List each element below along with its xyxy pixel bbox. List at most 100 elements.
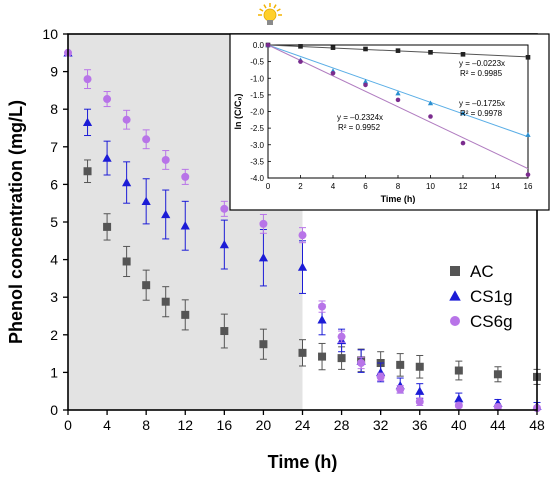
inset-x-tick-label: 6 (363, 182, 368, 191)
inset-data-point (362, 78, 369, 84)
bulb-ray (263, 4, 267, 9)
bulb-ray (259, 8, 264, 12)
data-point (454, 394, 464, 403)
legend-marker-cs6g (450, 316, 460, 326)
inset-data-point (265, 42, 271, 48)
x-tick-label: 20 (256, 417, 272, 433)
inset-y-tick-label: -3.5 (250, 157, 264, 166)
y-tick-label: 9 (50, 64, 58, 80)
y-tick-label: 1 (50, 364, 58, 380)
inset-series-cs6g (265, 42, 531, 177)
inset-data-point (428, 114, 433, 119)
data-point (161, 297, 170, 306)
inset-data-point (525, 172, 531, 177)
data-point (317, 315, 327, 324)
data-point (297, 262, 308, 271)
data-point (415, 362, 424, 371)
inset-x-tick-label: 16 (524, 182, 533, 191)
inset-data-point (395, 90, 401, 96)
y-tick-label: 7 (50, 139, 58, 155)
legend-label-ac: AC (470, 262, 494, 281)
bulb-ray (276, 8, 281, 12)
inset-x-tick-label: 4 (331, 182, 336, 191)
y-tick-label: 10 (42, 26, 58, 42)
y-tick-label: 8 (50, 101, 58, 117)
data-point (454, 366, 463, 375)
data-point (181, 310, 190, 319)
x-tick-label: 24 (295, 417, 311, 433)
inset-data-point (298, 44, 303, 49)
data-point (181, 172, 190, 181)
inset-data-point (525, 55, 531, 60)
data-point (141, 196, 151, 205)
y-tick-label: 4 (50, 252, 58, 268)
inset-y-axis-label: ln (C/C₀) (233, 93, 243, 129)
inset-y-tick-label: -2.5 (250, 124, 264, 133)
legend-label-cs1g: CS1g (470, 287, 513, 306)
inset-y-tick-label: -0.5 (250, 58, 264, 67)
inset-y-tick-label: -2.0 (250, 108, 264, 117)
inset-x-tick-label: 12 (459, 182, 468, 191)
x-axis-label: Time (h) (268, 452, 338, 472)
inset-data-point (330, 70, 336, 76)
inset-data-point (428, 50, 433, 55)
data-point (83, 75, 92, 84)
data-point (337, 332, 346, 341)
inset-data-point (298, 59, 303, 64)
legend-label-cs6g: CS6g (470, 312, 513, 331)
bulb-ray (273, 4, 277, 9)
x-tick-label: 0 (64, 417, 72, 433)
data-point (142, 281, 151, 290)
data-point (220, 327, 229, 336)
data-point (258, 253, 269, 262)
data-point (415, 386, 425, 395)
bulb-glass (263, 8, 277, 22)
x-tick-label: 8 (142, 417, 150, 433)
data-point (396, 385, 405, 394)
inset-data-point (427, 100, 434, 106)
data-point (219, 239, 229, 249)
x-tick-label: 28 (334, 417, 350, 433)
fit-equation-cs1g: y = –0.1725x (459, 99, 505, 108)
inset-data-point (363, 82, 368, 88)
x-tick-label: 44 (490, 417, 506, 433)
inset-y-tick-label: -1.0 (250, 74, 264, 83)
y-axis-label: Phenol concentration (mg/L) (6, 100, 26, 344)
inset-y-tick-label: -3.0 (250, 141, 264, 150)
data-point (337, 354, 346, 363)
inset-x-tick-label: 2 (298, 182, 303, 191)
inset-data-point (395, 97, 401, 103)
data-point (493, 402, 502, 411)
data-point (220, 204, 229, 213)
x-tick-label: 12 (177, 417, 193, 433)
data-point (180, 221, 190, 230)
inset-data-point (525, 132, 531, 137)
data-point (102, 153, 112, 162)
inset-x-tick-label: 0 (266, 182, 271, 191)
series-cs6g (64, 48, 541, 413)
data-point (318, 302, 327, 311)
data-point (161, 209, 171, 219)
inset-data-point (395, 48, 401, 53)
x-tick-label: 36 (412, 417, 428, 433)
inset-data-point (460, 140, 466, 146)
x-tick-label: 4 (103, 417, 111, 433)
fit-r2-cs6g: R² = 0.9952 (338, 123, 381, 132)
inset-y-tick-label: 0.0 (253, 41, 265, 50)
inset-box (229, 33, 550, 211)
inset-x-axis-label: Time (h) (381, 194, 416, 204)
fit-line (267, 44, 529, 170)
inset-data-point (363, 46, 368, 52)
inset-data-point (330, 45, 336, 50)
data-point (357, 359, 366, 367)
data-point (259, 219, 268, 228)
y-tick-label: 6 (50, 176, 58, 192)
inset-y-tick-label: -1.5 (250, 91, 264, 100)
data-point (454, 401, 463, 410)
y-tick-label: 5 (50, 214, 58, 230)
inset-x-tick-label: 10 (426, 182, 435, 191)
fit-r2-ac: R² = 0.9985 (460, 69, 503, 78)
inset-x-tick-label: 8 (396, 182, 401, 191)
inset-data-point (460, 110, 466, 116)
